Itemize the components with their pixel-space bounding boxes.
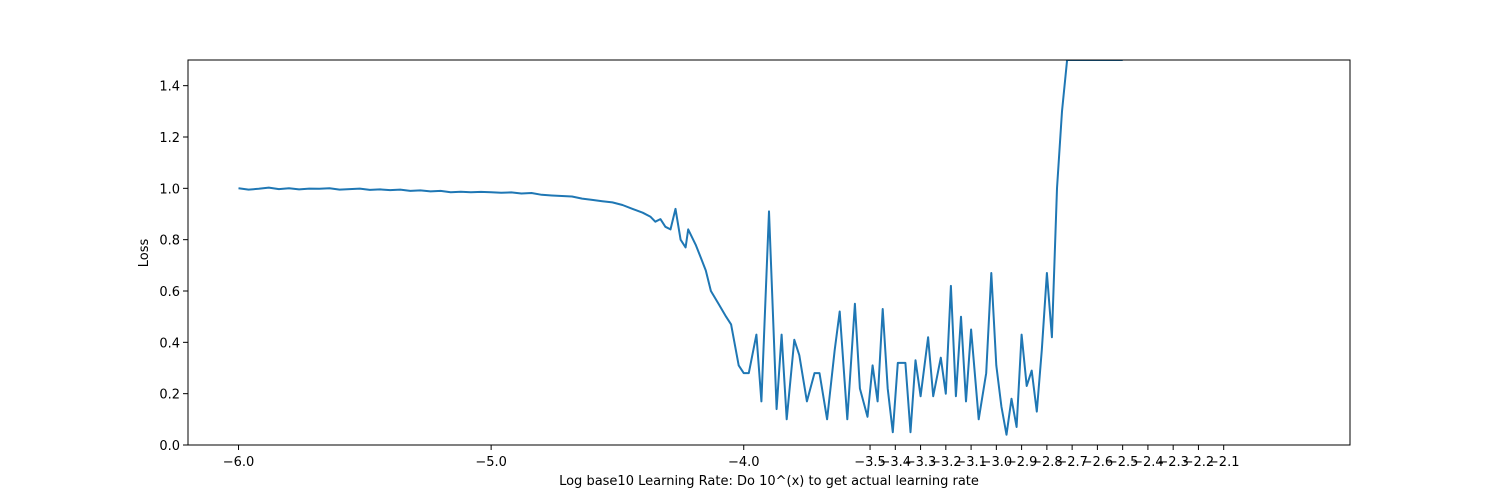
x-tick-label: −6.0 (223, 455, 255, 470)
plot-frame (187, 59, 1351, 446)
x-tick-label: −3.4 (880, 455, 912, 470)
y-tick-label: 0.8 (159, 234, 180, 249)
x-tick-label: −2.3 (1157, 455, 1189, 470)
x-tick-label: −2.8 (1031, 455, 1063, 470)
x-tick-label: −2.6 (1082, 455, 1114, 470)
y-tick-label: 0.2 (159, 388, 180, 403)
y-tick-label: 1.2 (159, 131, 180, 146)
x-tick-label: −3.2 (930, 455, 962, 470)
x-tick-label: −3.0 (981, 455, 1013, 470)
x-tick-label: −3.1 (955, 455, 987, 470)
x-tick-label: −2.5 (1107, 455, 1139, 470)
x-tick-label: −2.7 (1056, 455, 1088, 470)
x-tick-label: −2.4 (1132, 455, 1164, 470)
x-tick-label: −4.0 (728, 455, 760, 470)
x-axis: −6.0 −5.0 −4.0 −3.5−3.4−3.3−3.2−3.1−3.0−2.9… (223, 445, 1240, 470)
x-tick-label: −2.1 (1208, 455, 1240, 470)
series-layer (238, 60, 1123, 436)
x-tick-label: −3.5 (854, 455, 886, 470)
y-axis-label: Loss (137, 239, 152, 268)
y-axis: 0.0 0.2 0.4 0.6 0.8 1.0 1.2 1.4 (159, 80, 188, 454)
y-tick-label: 0.6 (159, 285, 180, 300)
x-tick-label: −2.2 (1183, 455, 1215, 470)
x-tick-label: −3.3 (905, 455, 937, 470)
y-tick-label: 0.4 (159, 336, 180, 351)
y-tick-label: 1.4 (159, 80, 180, 95)
x-tick-label: −2.9 (1006, 455, 1038, 470)
x-axis-label: Log base10 Learning Rate: Do 10^(x) to g… (559, 474, 979, 489)
loss-series-line (238, 60, 1123, 436)
x-tick-label: −5.0 (475, 455, 507, 470)
y-tick-label: 1.0 (159, 182, 180, 197)
y-tick-label: 0.0 (159, 439, 180, 454)
